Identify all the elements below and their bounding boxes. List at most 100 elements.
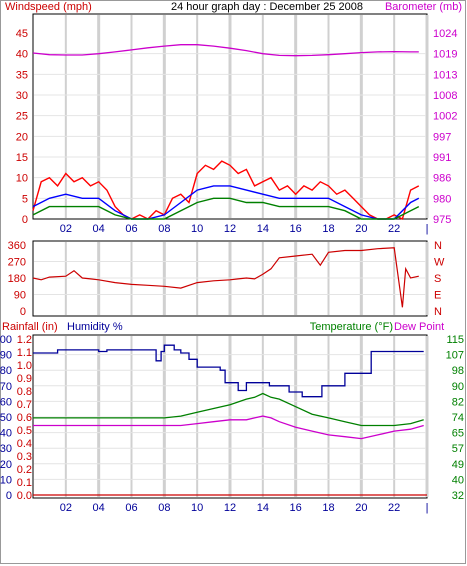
y-tick-label-temperature: 74 <box>452 412 464 424</box>
y-tick-label-barometer: 986 <box>433 173 451 185</box>
x-tick-label: 14 <box>257 502 269 514</box>
y-tick-label-barometer: 1002 <box>433 111 457 123</box>
y-tick-label-barometer: 980 <box>433 193 451 205</box>
x-tick-label: 18 <box>322 502 334 514</box>
windspeed-axis-title: Windspeed (mph) <box>5 1 92 13</box>
x-tick-label: 12 <box>224 223 236 235</box>
y-tick-label-barometer: 1024 <box>433 28 457 40</box>
y-tick-label-barometer: 1013 <box>433 69 457 81</box>
y-tick-label-temperature: 90 <box>452 381 464 393</box>
barometer-axis-title: Barometer (mb) <box>385 1 462 13</box>
x-tick-label: 20 <box>355 502 367 514</box>
x-tick-label: 06 <box>125 223 137 235</box>
y-tick-label-temperature: 107 <box>446 350 464 362</box>
rainfall-axis-title: Rainfall (in) <box>2 321 58 333</box>
x-tick-label: | <box>426 223 429 235</box>
y-tick-label-direction: 180 <box>8 273 26 285</box>
y-tick-label-rainfall: 0.7 <box>17 399 32 411</box>
y-tick-label-windspeed: 20 <box>16 131 28 143</box>
y-tick-label-humidity: 30 <box>0 443 12 455</box>
y-tick-label-windspeed: 15 <box>16 152 28 164</box>
x-tick-label: 16 <box>290 223 302 235</box>
y-tick-label-rainfall: 0.0 <box>17 490 32 502</box>
y-tick-label-rainfall: 0.8 <box>17 386 32 398</box>
y-tick-label-windspeed: 5 <box>22 193 28 205</box>
series-line-average <box>32 197 420 220</box>
x-tick-label: 10 <box>191 502 203 514</box>
y-tick-label-temperature: 98 <box>452 365 464 377</box>
humidity-axis-title: Humidity % <box>67 321 123 333</box>
y-tick-label-rainfall: 1.2 <box>17 334 32 346</box>
x-tick-label: 04 <box>93 502 105 514</box>
y-tick-label-direction: 270 <box>8 257 26 269</box>
y-tick-label-windspeed: 0 <box>22 214 28 226</box>
y-tick-label-humidity: 80 <box>0 365 12 377</box>
x-tick-label: 20 <box>355 223 367 235</box>
y-tick-label-direction: 0 <box>20 306 26 318</box>
y-tick-label-compass: E <box>434 290 441 302</box>
y-tick-label-rainfall: 0.5 <box>17 425 32 437</box>
y-tick-label-temperature: 49 <box>452 459 464 471</box>
y-tick-label-direction: 90 <box>14 290 26 302</box>
series-line-temperature-f <box>33 392 424 427</box>
y-tick-label-windspeed: 30 <box>16 90 28 102</box>
x-tick-label: | <box>426 502 429 514</box>
series-line-barometer-mb <box>32 44 419 57</box>
x-tick-label: 16 <box>290 502 302 514</box>
y-tick-label-humidity: 90 <box>0 350 12 362</box>
y-tick-label-barometer: 991 <box>433 152 451 164</box>
y-tick-label-humidity: 50 <box>0 412 12 424</box>
y-tick-label-rainfall: 0.2 <box>17 464 32 476</box>
y-tick-label-windspeed: 40 <box>16 49 28 61</box>
y-tick-label-humidity: 10 <box>0 474 12 486</box>
y-tick-label-windspeed: 10 <box>16 173 28 185</box>
x-tick-label: 08 <box>158 502 170 514</box>
y-tick-label-barometer: 1019 <box>433 49 457 61</box>
x-tick-label: 10 <box>191 223 203 235</box>
x-tick-label: 04 <box>93 223 105 235</box>
y-tick-label-temperature: 32 <box>452 490 464 502</box>
x-tick-label: 02 <box>60 502 72 514</box>
y-tick-label-barometer: 997 <box>433 131 451 143</box>
series-line-dew-point <box>33 415 424 440</box>
series-line-windspeed-mph <box>32 160 420 221</box>
wind-barometer-panel: 02 04 06 08 10 12 14 16 18 20 22 | 0 5 10 15 20 25 30 35 40 4… <box>16 13 457 235</box>
y-tick-label-rainfall: 0.1 <box>17 477 32 489</box>
y-tick-label-temperature: 57 <box>452 443 464 455</box>
series-line-wind-direction <box>32 247 419 308</box>
x-tick-label: 06 <box>125 502 137 514</box>
series-line-humidity <box>33 344 424 398</box>
x-tick-label: 18 <box>322 223 334 235</box>
y-tick-label-humidity: 100 <box>0 334 12 346</box>
y-tick-label-windspeed: 25 <box>16 111 28 123</box>
y-tick-label-rainfall: 0.9 <box>17 373 32 385</box>
y-tick-label-humidity: 20 <box>0 459 12 471</box>
x-tick-label: 22 <box>388 502 400 514</box>
y-tick-label-rainfall: 0.3 <box>17 451 32 463</box>
temperature-axis-title: Temperature (°F) <box>310 321 393 333</box>
y-tick-label-humidity: 70 <box>0 381 12 393</box>
x-tick-label: 14 <box>257 223 269 235</box>
y-tick-label-rainfall: 1.1 <box>17 347 32 359</box>
y-tick-label-humidity: 40 <box>0 428 12 440</box>
graph-title: 24 hour graph day : December 25 2008 <box>171 1 363 13</box>
y-tick-label-rainfall: 1.0 <box>17 360 32 372</box>
y-tick-label-temperature: 82 <box>452 396 464 408</box>
y-tick-label-humidity: 0 <box>6 490 12 502</box>
y-tick-label-compass: N <box>434 240 442 252</box>
x-tick-label: 22 <box>388 223 400 235</box>
y-tick-label-compass: S <box>434 273 441 285</box>
y-tick-label-barometer: 975 <box>433 214 451 226</box>
x-tick-label: 02 <box>60 223 72 235</box>
y-tick-label-temperature: 115 <box>446 334 464 346</box>
y-tick-label-compass: W <box>434 257 445 269</box>
dewpoint-axis-title: Dew Point <box>394 321 444 333</box>
y-tick-label-windspeed: 45 <box>16 28 28 40</box>
x-tick-label: 08 <box>158 223 170 235</box>
y-tick-label-temperature: 40 <box>452 474 464 486</box>
rain-humidity-temperature-panel: 02 04 06 08 10 12 14 16 18 20 22 | 0 10 20 30 40 50 60 70 80… <box>0 334 464 514</box>
y-tick-label-direction: 360 <box>8 240 26 252</box>
series-line-gust <box>32 185 420 220</box>
y-tick-label-temperature: 65 <box>452 428 464 440</box>
